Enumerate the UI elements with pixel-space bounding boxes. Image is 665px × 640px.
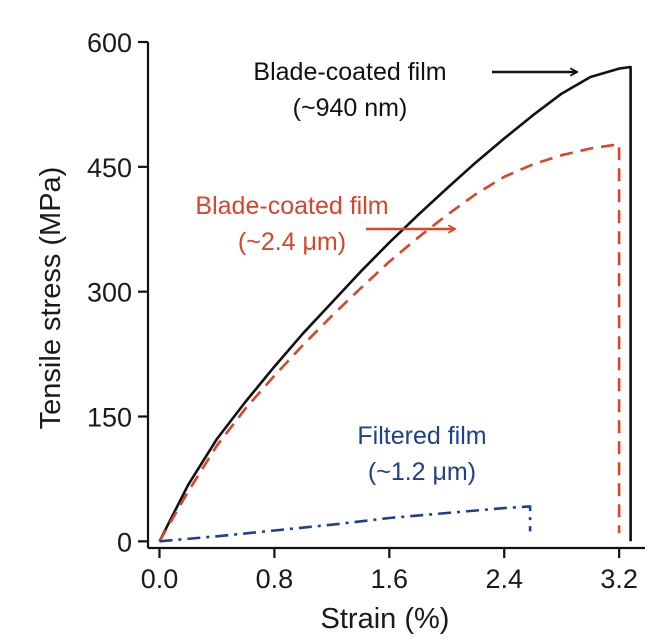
annotation-blade-940-line2: (~940 nm): [293, 94, 408, 122]
y-tick-label: 0: [117, 527, 132, 557]
y-tick-label: 450: [87, 153, 132, 183]
data-series: [158, 65, 632, 543]
annotation-filtered-line1: Filtered film: [357, 422, 486, 450]
annotation-filtered-line2: (~1.2 μm): [368, 458, 476, 486]
y-axis-title: Tensile stress (MPa): [35, 167, 67, 430]
series-line-filtered-1p2um: [159, 505, 532, 543]
annotation-blade-2p4-line1: Blade-coated film: [195, 192, 388, 220]
x-tick-label: 0.8: [256, 564, 294, 594]
x-axis-title: Strain (%): [321, 603, 450, 635]
series-line-blade-940nm: [158, 65, 632, 542]
y-tick-label: 300: [87, 278, 132, 308]
annotation-blade-940-line1: Blade-coated film: [253, 58, 446, 86]
y-tick-label: 150: [87, 403, 132, 433]
axis-ticks: [138, 40, 621, 558]
annotation-blade-2p4-line2: (~2.4 μm): [238, 228, 346, 256]
y-tick-label: 600: [87, 28, 132, 58]
series-line-blade-2p4um: [158, 143, 621, 542]
x-tick-label: 2.4: [485, 564, 523, 594]
x-tick-label: 1.6: [371, 564, 409, 594]
tick-labels: 0.0 0.8 1.6 2.4 3.2 0 150 300 450 600: [87, 28, 638, 594]
x-tick-label: 0.0: [141, 564, 179, 594]
x-tick-label: 3.2: [600, 564, 638, 594]
